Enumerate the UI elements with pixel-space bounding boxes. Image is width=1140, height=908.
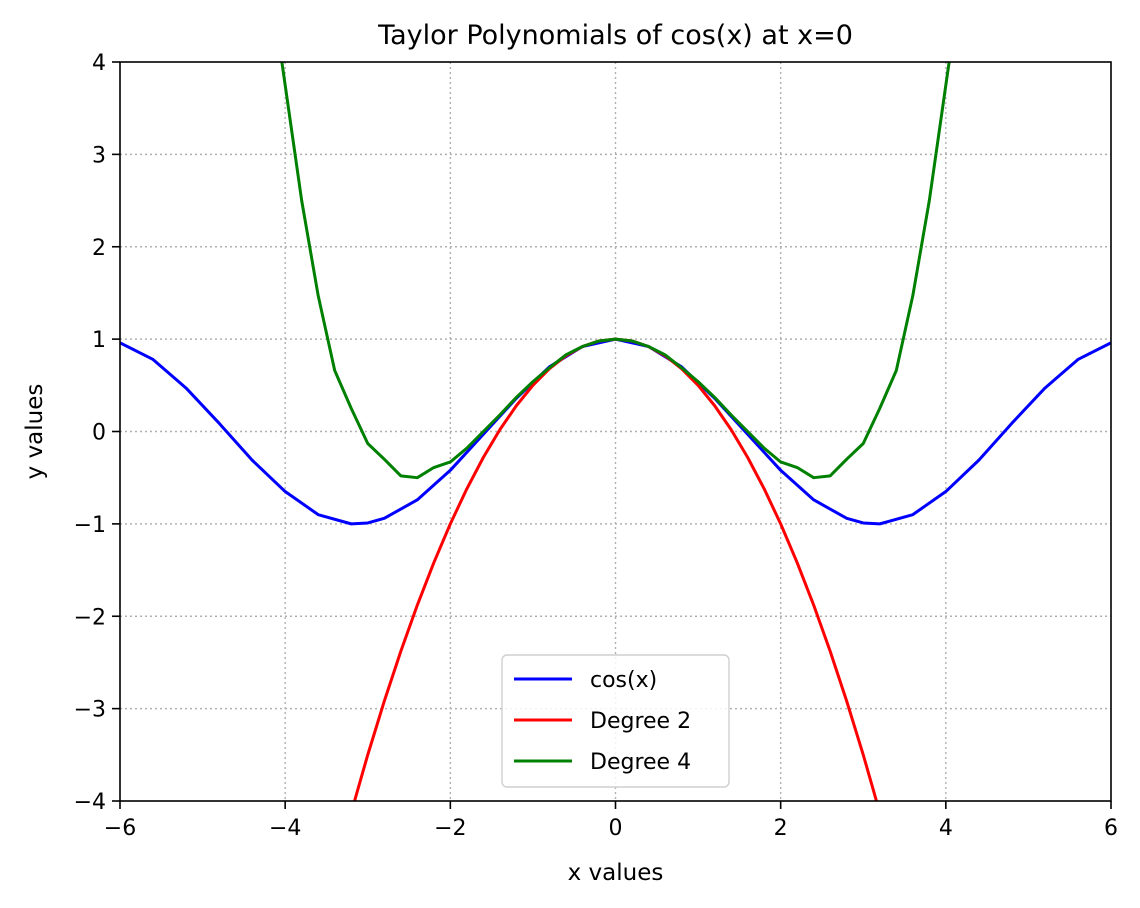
legend: cos(x) Degree 2 Degree 4 <box>501 654 730 788</box>
legend-label-degree-4: Degree 4 <box>590 750 691 775</box>
legend-box <box>501 654 730 788</box>
x-tick-label: 0 <box>609 816 623 841</box>
y-tick-label: −1 <box>74 513 106 538</box>
x-tick-label: 2 <box>774 816 788 841</box>
y-tick-label: −4 <box>74 790 106 815</box>
legend-label-cos-x: cos(x) <box>590 668 657 693</box>
x-tick-label: −2 <box>434 816 466 841</box>
chart-title: Taylor Polynomials of cos(x) at x=0 <box>377 20 853 51</box>
y-tick-label: 4 <box>92 51 106 76</box>
series-line-degree-4 <box>280 62 951 480</box>
legend-label-degree-2: Degree 2 <box>590 709 691 734</box>
grid-lines <box>120 62 1111 801</box>
series-lines <box>120 62 1111 801</box>
x-tick-label: −6 <box>104 816 136 841</box>
x-tick-label: 4 <box>939 816 953 841</box>
y-tick-label: 1 <box>92 328 106 353</box>
y-tick-label: −2 <box>74 605 106 630</box>
y-tick-label: 0 <box>92 421 106 446</box>
x-axis-label: x values <box>568 860 664 886</box>
y-tick-label: 3 <box>92 143 106 168</box>
x-tick-label: −4 <box>269 816 301 841</box>
x-tick-label: 6 <box>1104 816 1118 841</box>
y-tick-label: 2 <box>92 236 106 261</box>
y-axis-label: y values <box>22 384 48 480</box>
y-tick-label: −3 <box>74 698 106 723</box>
